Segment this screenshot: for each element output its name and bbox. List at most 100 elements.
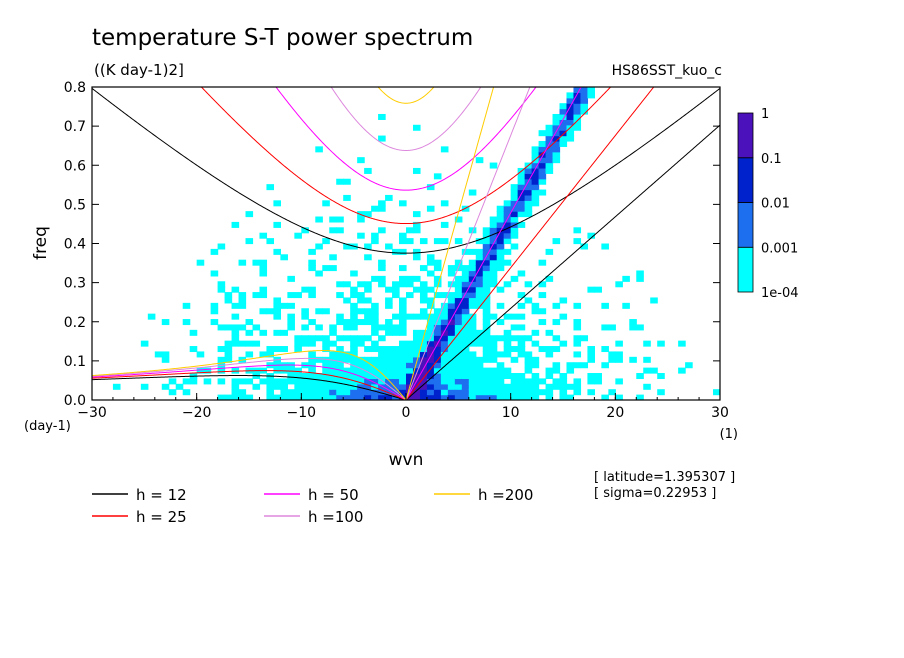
power-cell <box>559 108 568 115</box>
power-cell <box>461 373 470 380</box>
power-cell <box>392 324 400 331</box>
power-cell <box>210 248 219 255</box>
power-cell <box>440 351 449 358</box>
power-cell <box>545 151 554 158</box>
power-cell <box>517 373 526 380</box>
power-cell <box>231 335 240 342</box>
power-cell <box>433 373 442 380</box>
power-cell <box>482 367 491 374</box>
power-cell <box>454 346 463 353</box>
power-cell <box>636 373 644 380</box>
power-cell <box>426 394 435 400</box>
power-cell <box>175 383 184 390</box>
power-cell <box>580 97 589 104</box>
power-cell <box>552 146 561 153</box>
power-cell <box>182 389 191 396</box>
power-cell <box>266 238 275 245</box>
power-cell <box>552 362 561 369</box>
power-cell <box>378 265 386 272</box>
dispersion-curves <box>92 87 720 400</box>
power-cell <box>294 383 302 390</box>
power-cell <box>371 389 379 396</box>
power-cell <box>308 394 316 400</box>
power-cell <box>573 227 582 234</box>
power-cell <box>364 313 372 320</box>
power-cell <box>573 92 582 99</box>
y-tick-label: 0.2 <box>64 315 86 331</box>
power-cell <box>301 286 309 293</box>
power-cell <box>524 351 533 358</box>
power-cell <box>315 378 323 385</box>
power-cell <box>378 394 386 400</box>
power-cell <box>385 356 393 363</box>
power-cell <box>343 356 351 363</box>
power-cell <box>552 124 561 131</box>
power-cell <box>371 378 379 385</box>
power-cell <box>357 157 365 164</box>
power-cell <box>482 297 491 304</box>
power-cell <box>482 324 491 331</box>
power-cell <box>601 324 609 331</box>
power-cell <box>308 340 316 347</box>
power-cell <box>301 313 309 320</box>
power-cell <box>322 200 330 207</box>
power-cell <box>287 378 295 385</box>
power-cell <box>566 113 575 120</box>
power-cell <box>385 367 393 374</box>
power-cell <box>259 308 268 315</box>
power-cell <box>489 265 498 272</box>
power-cell <box>426 205 435 212</box>
power-cell <box>524 205 533 212</box>
power-cell <box>552 135 561 142</box>
power-cell <box>475 286 484 293</box>
power-cell <box>440 308 449 315</box>
power-cell <box>489 221 498 228</box>
power-cell <box>496 265 505 272</box>
power-cell <box>301 308 309 315</box>
power-cell <box>343 319 351 326</box>
power-cell <box>385 378 393 385</box>
power-cell <box>364 378 372 385</box>
power-cell <box>350 308 358 315</box>
power-cell <box>245 329 254 336</box>
power-cell <box>468 394 477 400</box>
power-cell <box>350 340 358 347</box>
power-cell <box>489 351 498 358</box>
power-cell <box>468 319 477 326</box>
power-cell <box>615 281 623 288</box>
power-cell <box>503 383 512 390</box>
colorbar-swatch <box>737 112 754 159</box>
power-cell <box>364 335 372 342</box>
power-cell <box>447 351 456 358</box>
power-cell <box>461 378 470 385</box>
power-cell <box>461 205 470 212</box>
power-cell <box>433 335 442 342</box>
power-cell <box>217 243 226 250</box>
power-cell <box>454 340 463 347</box>
power-cell <box>496 243 505 250</box>
power-cell <box>573 378 582 385</box>
colorbar-label: 1e-04 <box>761 286 799 301</box>
power-cell <box>531 383 540 390</box>
power-cell <box>489 275 498 282</box>
power-cell <box>392 281 400 288</box>
power-cell <box>482 286 491 293</box>
power-cell <box>385 286 393 293</box>
power-cell <box>461 383 470 390</box>
power-cell <box>454 383 463 390</box>
colorbar-label: 0.1 <box>761 152 782 167</box>
power-cell <box>294 335 302 342</box>
power-cell <box>489 243 498 250</box>
power-cell <box>287 292 295 299</box>
power-cell <box>559 103 568 110</box>
power-cell <box>392 292 400 299</box>
power-cell <box>231 367 240 374</box>
power-cell <box>252 259 261 266</box>
power-cell <box>538 178 547 185</box>
power-cell <box>406 227 414 234</box>
y-tick-label: 0.5 <box>64 197 86 213</box>
power-cell <box>580 335 589 342</box>
power-cell <box>454 378 463 385</box>
power-cell <box>433 319 442 326</box>
power-cell <box>440 356 449 363</box>
